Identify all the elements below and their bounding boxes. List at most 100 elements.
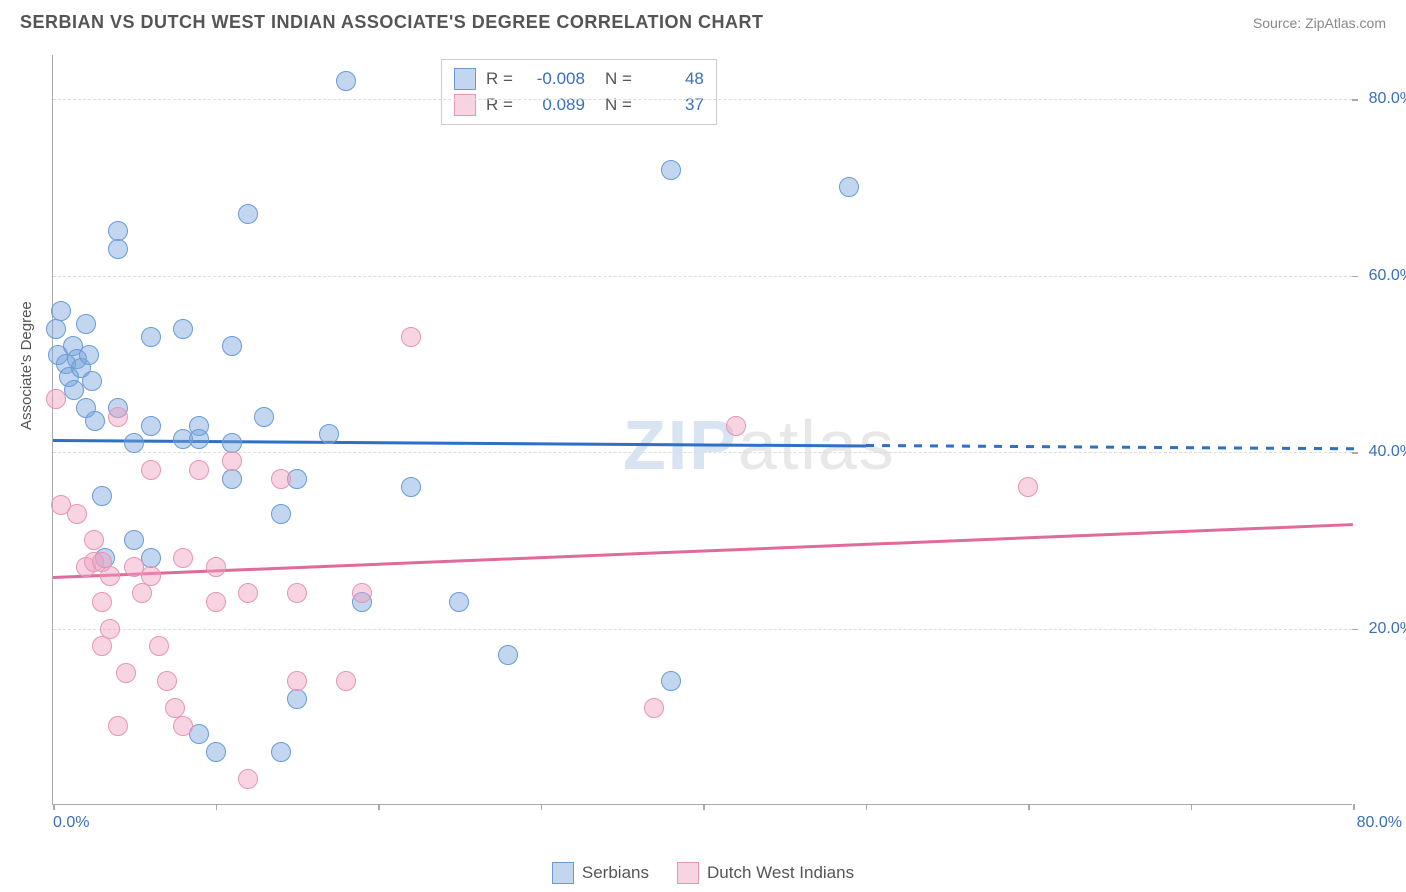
data-point bbox=[189, 429, 209, 449]
x-tick-mark bbox=[216, 804, 218, 810]
x-tick-mark bbox=[541, 804, 543, 810]
n-label: N = bbox=[605, 69, 632, 89]
data-point bbox=[206, 742, 226, 762]
data-point bbox=[352, 583, 372, 603]
y-tick-label: 60.0% bbox=[1369, 267, 1406, 285]
r-label: R = bbox=[486, 95, 513, 115]
y-tick-label: 40.0% bbox=[1369, 443, 1406, 461]
correlation-legend: R =-0.008N =48R =0.089N =37 bbox=[441, 59, 717, 125]
data-point bbox=[401, 477, 421, 497]
y-tick-mark bbox=[1352, 629, 1358, 631]
data-point bbox=[132, 583, 152, 603]
data-point bbox=[108, 239, 128, 259]
series-legend: Serbians Dutch West Indians bbox=[0, 862, 1406, 884]
data-point bbox=[271, 469, 291, 489]
legend-swatch bbox=[552, 862, 574, 884]
y-tick-mark bbox=[1352, 452, 1358, 454]
n-value: 37 bbox=[642, 95, 704, 115]
data-point bbox=[449, 592, 469, 612]
y-tick-label: 20.0% bbox=[1369, 620, 1406, 638]
data-point bbox=[661, 160, 681, 180]
legend-swatch bbox=[454, 68, 476, 90]
data-point bbox=[238, 583, 258, 603]
x-tick-mark bbox=[1191, 804, 1193, 810]
gridline bbox=[53, 452, 1352, 453]
data-point bbox=[271, 504, 291, 524]
data-point bbox=[254, 407, 274, 427]
data-point bbox=[85, 411, 105, 431]
data-point bbox=[92, 486, 112, 506]
data-point bbox=[238, 769, 258, 789]
x-tick-mark bbox=[53, 804, 55, 810]
legend-item: Dutch West Indians bbox=[677, 862, 854, 884]
y-axis-label: Associate's Degree bbox=[18, 301, 35, 430]
data-point bbox=[336, 71, 356, 91]
n-value: 48 bbox=[642, 69, 704, 89]
data-point bbox=[100, 566, 120, 586]
x-tick-mark bbox=[703, 804, 705, 810]
data-point bbox=[141, 566, 161, 586]
r-value: 0.089 bbox=[523, 95, 585, 115]
legend-label: Serbians bbox=[582, 863, 649, 883]
data-point bbox=[173, 548, 193, 568]
x-tick-mark bbox=[378, 804, 380, 810]
data-point bbox=[76, 314, 96, 334]
data-point bbox=[173, 319, 193, 339]
data-point bbox=[644, 698, 664, 718]
data-point bbox=[141, 327, 161, 347]
data-point bbox=[238, 204, 258, 224]
chart-plot-area: ZIPatlas R =-0.008N =48R =0.089N =37 20.… bbox=[52, 55, 1352, 805]
data-point bbox=[726, 416, 746, 436]
legend-row: R =0.089N =37 bbox=[454, 92, 704, 118]
x-tick-label-right: 80.0% bbox=[1357, 814, 1402, 832]
r-label: R = bbox=[486, 69, 513, 89]
data-point bbox=[222, 336, 242, 356]
data-point bbox=[1018, 477, 1038, 497]
data-point bbox=[661, 671, 681, 691]
x-tick-mark bbox=[1028, 804, 1030, 810]
data-point bbox=[124, 530, 144, 550]
chart-title: SERBIAN VS DUTCH WEST INDIAN ASSOCIATE'S… bbox=[20, 12, 763, 33]
regression-line-dashed bbox=[865, 444, 1353, 450]
data-point bbox=[173, 716, 193, 736]
y-tick-mark bbox=[1352, 276, 1358, 278]
gridline bbox=[53, 629, 1352, 630]
data-point bbox=[401, 327, 421, 347]
data-point bbox=[82, 371, 102, 391]
data-point bbox=[92, 636, 112, 656]
regression-line bbox=[53, 523, 1353, 578]
data-point bbox=[141, 416, 161, 436]
data-point bbox=[206, 592, 226, 612]
y-tick-mark bbox=[1352, 99, 1358, 101]
data-point bbox=[498, 645, 518, 665]
gridline bbox=[53, 276, 1352, 277]
data-point bbox=[222, 451, 242, 471]
legend-swatch bbox=[454, 94, 476, 116]
data-point bbox=[51, 301, 71, 321]
data-point bbox=[287, 583, 307, 603]
legend-item: Serbians bbox=[552, 862, 649, 884]
legend-row: R = -0.008 N = 48 bbox=[454, 66, 704, 92]
x-tick-mark bbox=[866, 804, 868, 810]
data-point bbox=[141, 460, 161, 480]
legend-label: Dutch West Indians bbox=[707, 863, 854, 883]
data-point bbox=[157, 671, 177, 691]
data-point bbox=[124, 433, 144, 453]
data-point bbox=[67, 504, 87, 524]
y-tick-label: 80.0% bbox=[1369, 90, 1406, 108]
data-point bbox=[206, 557, 226, 577]
r-value: -0.008 bbox=[523, 69, 585, 89]
data-point bbox=[839, 177, 859, 197]
gridline bbox=[53, 99, 1352, 100]
data-point bbox=[287, 671, 307, 691]
data-point bbox=[271, 742, 291, 762]
data-point bbox=[92, 592, 112, 612]
data-point bbox=[149, 636, 169, 656]
legend-swatch bbox=[677, 862, 699, 884]
data-point bbox=[84, 530, 104, 550]
data-point bbox=[108, 407, 128, 427]
data-point bbox=[108, 716, 128, 736]
data-point bbox=[287, 689, 307, 709]
source-label: Source: ZipAtlas.com bbox=[1253, 15, 1386, 31]
data-point bbox=[64, 380, 84, 400]
